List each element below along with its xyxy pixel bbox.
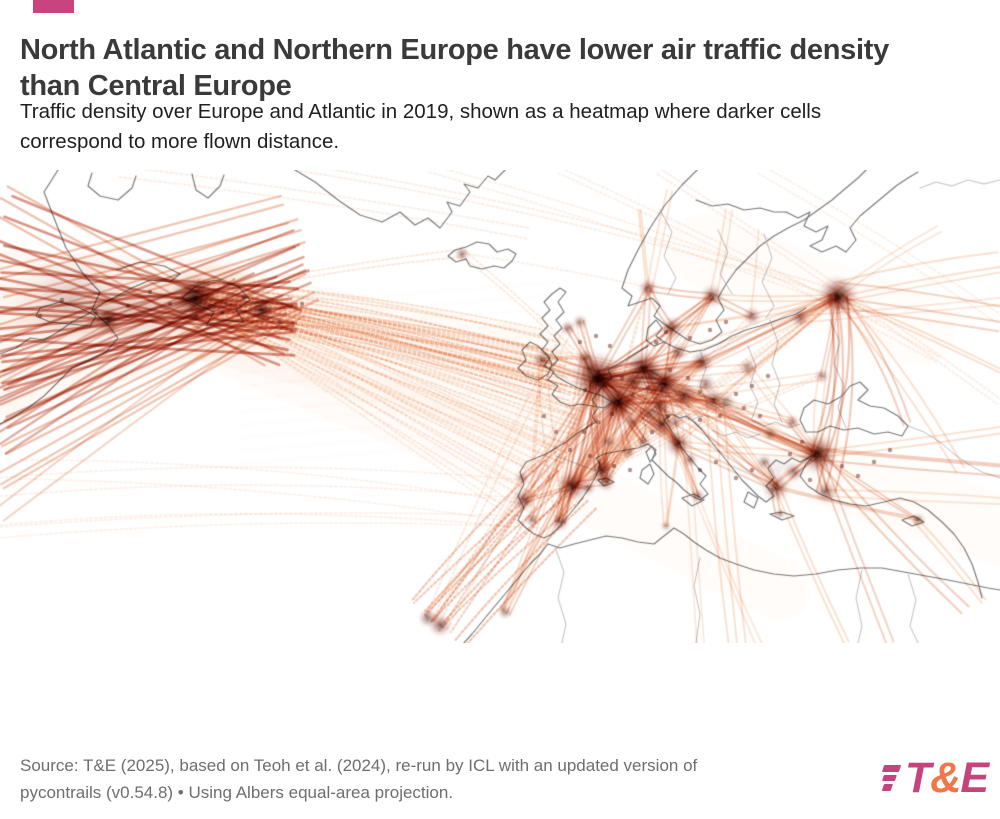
source-line-1: Source: T&E (2025), based on Teoh et al.… <box>20 756 698 775</box>
subtitle-line-2: correspond to more flown distance. <box>20 130 340 153</box>
source-line-2: pycontrails (v0.54.8) • Using Albers equ… <box>20 783 454 802</box>
title-line-2: than Central Europe <box>20 70 292 103</box>
title-line-1: North Atlantic and Northern Europe have … <box>20 34 889 67</box>
source-note: Source: T&E (2025), based on Teoh et al.… <box>20 752 840 806</box>
subtitle-line-1: Traffic density over Europe and Atlantic… <box>20 100 822 123</box>
te-logo-text: T&E <box>904 754 989 802</box>
chart-subtitle: Traffic density over Europe and Atlantic… <box>20 97 985 157</box>
page-title: North Atlantic and Northern Europe have … <box>20 32 980 104</box>
contrail-bars-icon <box>876 765 902 791</box>
te-logo: T&E <box>880 754 989 802</box>
brand-accent-bar <box>33 0 74 13</box>
traffic-density-heatmap <box>0 170 1000 643</box>
